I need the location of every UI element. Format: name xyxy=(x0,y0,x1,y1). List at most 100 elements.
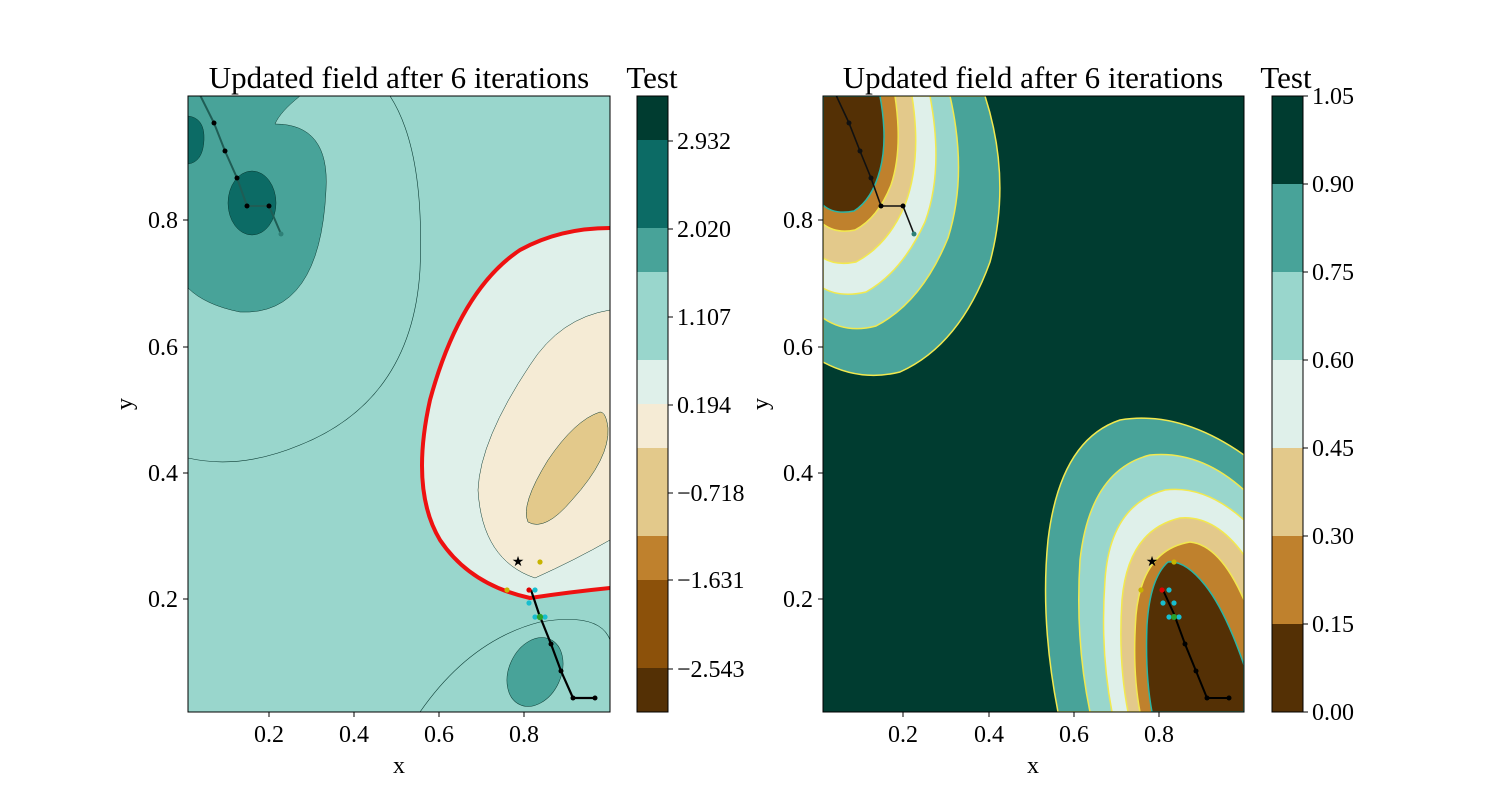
right-path-point xyxy=(868,175,874,181)
right-colorbar-tick: 0.30 xyxy=(1312,524,1354,550)
right-path-point xyxy=(1204,695,1210,701)
left-yellow-marker xyxy=(537,559,543,565)
right-colorbar-tick: 0.45 xyxy=(1312,436,1354,462)
left-panel: Updated field after 6 iterations xyxy=(112,60,745,779)
left-y-tick-label: 0.4 xyxy=(148,461,178,487)
right-cyan-marker xyxy=(1160,600,1166,606)
right-cyan-marker xyxy=(1166,614,1172,620)
right-colorbar-tick: 0.15 xyxy=(1312,612,1354,638)
left-x-ticks: 0.2 0.4 0.6 0.8 xyxy=(254,712,539,748)
right-path-point xyxy=(1226,695,1232,701)
left-inner-region xyxy=(477,309,610,579)
left-y-ticks: 0.2 0.4 0.6 0.8 xyxy=(148,208,188,613)
right-red-marker xyxy=(1159,587,1165,593)
right-upper-minimum xyxy=(823,96,1001,377)
right-y-tick-label: 0.4 xyxy=(783,461,813,487)
left-outer-contour xyxy=(188,96,421,463)
left-green-marker xyxy=(536,613,544,621)
left-red-marker xyxy=(526,587,532,593)
left-yellow-marker xyxy=(504,587,510,593)
right-colorbar-frame xyxy=(1271,95,1304,713)
right-cyan-marker xyxy=(1176,614,1182,620)
right-yellow-marker xyxy=(1171,559,1177,565)
left-colorbar-label: Test xyxy=(626,60,678,95)
left-path-point xyxy=(211,120,217,126)
left-path-lower xyxy=(529,589,595,700)
left-colorbar-tick: 0.194 xyxy=(677,393,731,419)
left-top-peak xyxy=(188,115,205,165)
right-x-tick-label: 0.8 xyxy=(1144,722,1174,748)
left-path-point xyxy=(222,148,228,154)
right-x-ticks: 0.2 0.4 0.6 0.8 xyxy=(888,712,1174,748)
left-path-point xyxy=(234,175,240,181)
right-path-point xyxy=(900,203,906,209)
right-y-axis-label: y xyxy=(748,398,774,410)
left-core-region xyxy=(525,411,609,525)
right-y-ticks: 0.2 0.4 0.6 0.8 xyxy=(783,208,823,613)
left-path-point xyxy=(558,668,564,674)
left-contour-plot: ★ xyxy=(188,96,610,712)
right-x-axis-label: x xyxy=(1027,753,1039,779)
left-path-point xyxy=(278,231,284,237)
left-cyan-marker xyxy=(542,614,548,620)
right-y-tick-label: 0.8 xyxy=(783,208,813,234)
right-y-tick-label: 0.2 xyxy=(783,587,813,613)
left-path-point xyxy=(266,203,272,209)
left-zero-contour xyxy=(420,226,610,601)
right-colorbar-tick: 1.05 xyxy=(1312,84,1354,110)
right-yellow-marker xyxy=(1138,587,1144,593)
left-path-point xyxy=(570,695,576,701)
left-cyan-marker xyxy=(526,600,532,606)
left-path-point xyxy=(592,695,598,701)
right-green-marker xyxy=(1171,614,1177,620)
right-panel: Updated field after 6 iterations xyxy=(748,60,1354,779)
right-colorbar-tick: 0.75 xyxy=(1312,260,1354,286)
left-colorbar-frame xyxy=(636,95,669,713)
right-contour-plot: ★ xyxy=(823,96,1244,712)
left-x-tick-label: 0.4 xyxy=(339,722,369,748)
right-colorbar-label: Test xyxy=(1260,60,1312,95)
left-colorbar-tick: −2.543 xyxy=(677,657,745,683)
right-path-point xyxy=(911,231,917,237)
left-axes-frame xyxy=(187,95,611,713)
left-cyan-marker xyxy=(532,614,538,620)
right-colorbar: Test 1.05 0.90 0.75 0.60 0.45 0.30 0.15 xyxy=(1260,60,1354,726)
left-colorbar-tick: 2.932 xyxy=(677,129,731,155)
right-lower-minimum xyxy=(1044,417,1244,712)
left-y-tick-label: 0.6 xyxy=(148,335,178,361)
right-star-marker: ★ xyxy=(1146,555,1159,570)
right-colorbar-tick: 0.60 xyxy=(1312,348,1354,374)
left-colorbar-tick: 2.020 xyxy=(677,217,731,243)
right-path-point xyxy=(846,120,852,126)
right-colorbar-tick: 0.90 xyxy=(1312,172,1354,198)
right-cyan-marker xyxy=(1166,587,1172,593)
left-x-tick-label: 0.2 xyxy=(254,722,284,748)
right-x-tick-label: 0.2 xyxy=(888,722,918,748)
left-star-marker: ★ xyxy=(512,555,525,570)
left-colorbar-tick: −1.631 xyxy=(677,568,745,594)
left-x-axis-label: x xyxy=(393,753,405,779)
right-path-point xyxy=(857,148,863,154)
left-x-tick-label: 0.6 xyxy=(424,722,454,748)
left-bottom-contour xyxy=(419,619,610,712)
left-colorbar-tick: 1.107 xyxy=(677,305,731,331)
right-title: Updated field after 6 iterations xyxy=(843,60,1223,95)
right-cyan-marker xyxy=(1171,600,1177,606)
right-path-point xyxy=(1193,668,1199,674)
right-colorbar-tick: 0.00 xyxy=(1312,700,1354,726)
right-x-tick-label: 0.4 xyxy=(974,722,1004,748)
right-path-lower xyxy=(1162,589,1229,699)
left-x-tick-label: 0.8 xyxy=(509,722,539,748)
left-colorbar-tick: −0.718 xyxy=(677,481,745,507)
right-y-tick-label: 0.6 xyxy=(783,335,813,361)
right-x-tick-label: 0.6 xyxy=(1059,722,1089,748)
left-path-point xyxy=(548,641,554,647)
left-y-tick-label: 0.8 xyxy=(148,208,178,234)
left-y-axis-label: y xyxy=(112,398,138,410)
left-title: Updated field after 6 iterations xyxy=(209,60,589,95)
left-upper-peak xyxy=(227,170,277,236)
left-y-tick-label: 0.2 xyxy=(148,587,178,613)
right-axes-frame xyxy=(822,95,1245,713)
left-colorbar: Test 2.932 2.020 1.107 0.194 −0.718 −1 xyxy=(626,60,745,713)
